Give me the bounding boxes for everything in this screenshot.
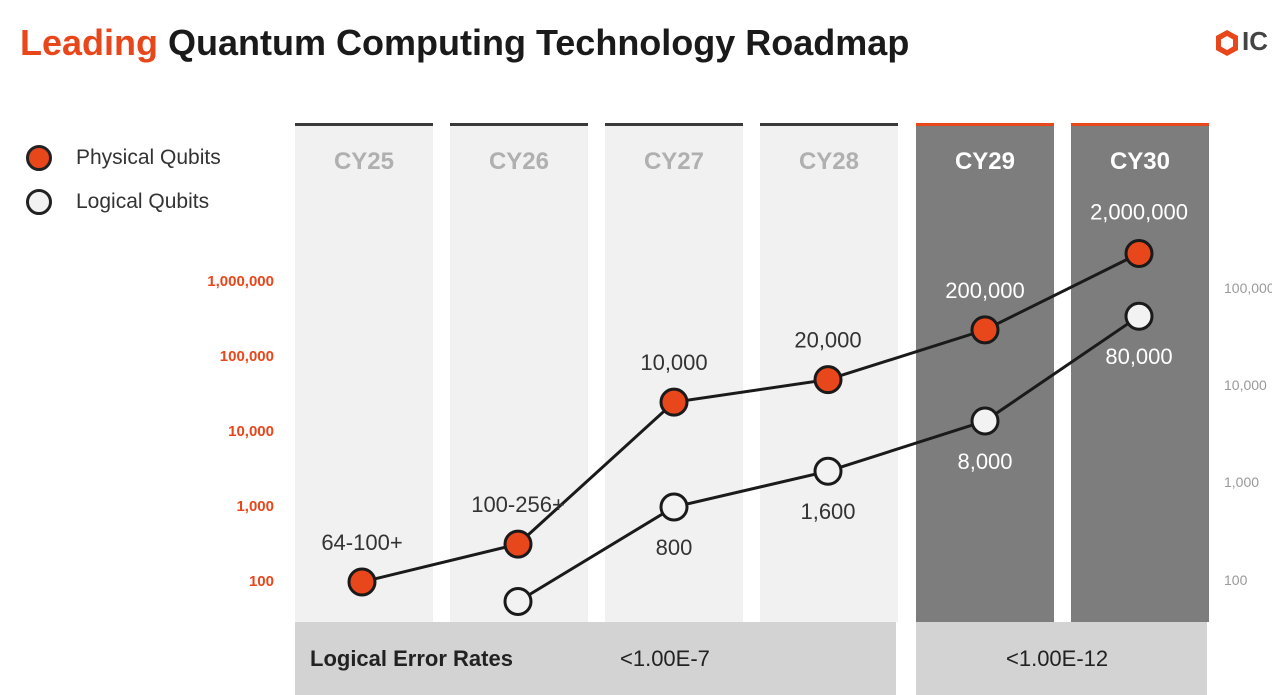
column-top-rule (295, 123, 433, 126)
error-rate-bar-right (916, 622, 1207, 695)
physical-point (813, 365, 843, 395)
physical-point (1124, 238, 1154, 268)
year-header-cy26: CY26 (488, 148, 550, 175)
legend-label-physical: Physical Qubits (76, 146, 221, 169)
logo-text: IC (1242, 26, 1268, 56)
year-column-cy25 (295, 124, 433, 622)
logical-point (970, 406, 1000, 436)
logical-data-label: 800 (656, 535, 693, 560)
legend-item-physical: Physical Qubits (26, 136, 221, 180)
legend-label-logical: Logical Qubits (76, 190, 210, 213)
logical-data-label: 80,000 (1105, 344, 1172, 369)
physical-data-label: 2,000,000 (1090, 199, 1188, 224)
year-header-cy27: CY27 (643, 148, 705, 175)
logical-point (813, 456, 843, 486)
y-tick-left: 1,000 (236, 498, 274, 515)
physical-data-label: 200,000 (945, 278, 1025, 303)
year-column-cy30 (1071, 124, 1209, 622)
error-rate-value-2: <1.00E-12 (1006, 646, 1109, 671)
column-top-rule (450, 123, 588, 126)
series-line-0 (361, 252, 1140, 584)
physical-point (970, 315, 1000, 345)
column-top-rule (760, 123, 898, 126)
year-header-cy28: CY28 (798, 148, 860, 175)
y-tick-left: 1,000,000 (207, 273, 274, 290)
error-rate-bar-left (295, 622, 896, 695)
physical-data-label: 64-100+ (321, 530, 402, 555)
logical-data-label: 1,600 (800, 499, 855, 524)
physical-data-label: 10,000 (640, 350, 707, 375)
year-column-cy29 (916, 124, 1054, 622)
y-tick-right: 100 (1224, 572, 1248, 588)
y-tick-left: 10,000 (228, 423, 274, 440)
logical-qubits-marker-icon (26, 189, 52, 215)
error-rates-label: Logical Error Rates (310, 646, 513, 671)
year-header-cy25: CY25 (333, 148, 395, 175)
year-header-cy29: CY29 (954, 148, 1016, 175)
column-top-rule (916, 123, 1054, 126)
year-header-cy30: CY30 (1109, 148, 1171, 175)
column-top-rule (605, 123, 743, 126)
physical-data-label: 100-256+ (471, 492, 565, 517)
logical-point (659, 492, 689, 522)
error-rate-value-1: <1.00E-7 (620, 646, 710, 671)
hexagon-logo-icon (1216, 30, 1238, 56)
physical-data-label: 20,000 (794, 328, 861, 353)
logical-data-label: 8,000 (957, 449, 1012, 474)
title-accent: Leading (20, 22, 159, 63)
y-tick-right: 10,000 (1224, 377, 1267, 393)
y-tick-right: 100,000 (1224, 280, 1272, 296)
y-tick-left: 100 (248, 573, 274, 590)
y-tick-right: 1,000 (1224, 474, 1260, 490)
company-logo: IC (1212, 26, 1272, 62)
physical-point (347, 567, 377, 597)
logical-point (503, 586, 533, 616)
year-column-cy27 (605, 124, 743, 622)
legend: Physical Qubits Logical Qubits (26, 136, 221, 224)
physical-point (503, 529, 533, 559)
legend-item-logical: Logical Qubits (26, 180, 221, 224)
logical-point (1124, 301, 1154, 331)
physical-point (659, 387, 689, 417)
column-top-rule (1071, 123, 1209, 126)
y-tick-left: 100,000 (219, 348, 274, 365)
page-title: Leading Quantum Computing Technology Roa… (20, 22, 909, 64)
title-rest: Quantum Computing Technology Roadmap (158, 22, 910, 63)
physical-qubits-marker-icon (26, 145, 52, 171)
